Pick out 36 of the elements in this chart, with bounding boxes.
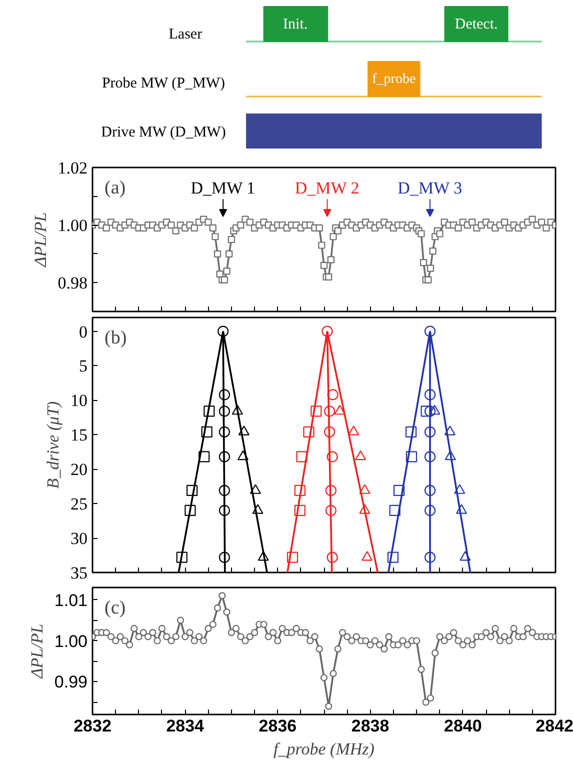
y-tick-label: 10 bbox=[70, 391, 88, 410]
x-axis-title: f_probe (MHz) bbox=[274, 740, 375, 758]
y-tick-label: 5 bbox=[79, 356, 88, 376]
y-tick-label: 20 bbox=[70, 460, 88, 480]
annotation: (a) bbox=[104, 178, 126, 198]
y-axis-title: B_drive (μT) bbox=[44, 400, 62, 489]
text: Init. bbox=[283, 16, 308, 32]
text: f_probe bbox=[372, 72, 416, 87]
annotation: (b) bbox=[104, 328, 127, 348]
annotation: D_MW 3 bbox=[398, 178, 462, 198]
y-tick-label: 15 bbox=[70, 426, 88, 445]
text: Laser bbox=[168, 26, 202, 42]
x-tick-label: 2842 bbox=[536, 716, 573, 736]
annotation: (c) bbox=[104, 598, 126, 618]
x-tick-label: 2836 bbox=[258, 716, 297, 736]
y-tick-label: 1.01 bbox=[54, 590, 88, 610]
y-tick-label: 25 bbox=[70, 494, 88, 514]
annotation: D_MW 1 bbox=[190, 178, 256, 198]
y-tick-label: 35 bbox=[70, 564, 88, 582]
y-tick-label: 1.00 bbox=[58, 216, 88, 236]
text: Detect. bbox=[454, 16, 498, 32]
x-tick-label: 2838 bbox=[351, 716, 390, 736]
text: Probe MW (P_MW) bbox=[102, 76, 225, 92]
x-tick-label: 2840 bbox=[444, 716, 482, 736]
y-tick-label: 0.99 bbox=[54, 672, 88, 692]
y-tick-label: 0 bbox=[79, 322, 88, 342]
y-tick-label: 0.98 bbox=[58, 274, 88, 293]
text: Drive MW (D_MW) bbox=[101, 124, 226, 140]
y-axis-title: ΔPL/PL bbox=[27, 624, 46, 680]
x-tick-label: 2834 bbox=[166, 716, 205, 736]
annotation: D_MW 2 bbox=[294, 178, 360, 198]
y-tick-label: 1.02 bbox=[58, 158, 88, 178]
y-tick-label: 1.00 bbox=[54, 632, 88, 651]
x-tick-label: 2832 bbox=[74, 716, 112, 736]
y-axis-title: ΔPL/PL bbox=[30, 212, 50, 268]
y-tick-label: 30 bbox=[70, 529, 88, 548]
